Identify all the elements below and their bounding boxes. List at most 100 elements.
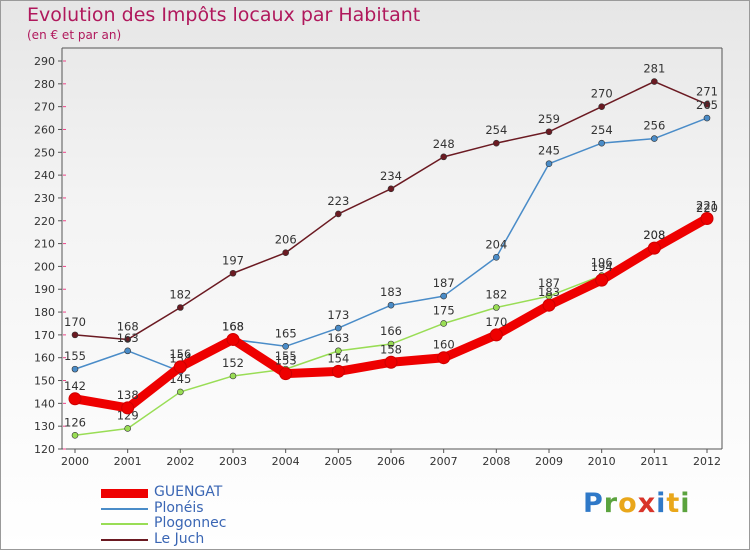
point-guengat-2008	[489, 328, 503, 342]
point-plon-is-2009	[545, 160, 553, 168]
x-tick-label-2012: 2012	[693, 455, 721, 468]
y-tick-label-220: 220	[34, 215, 55, 228]
data-label-plon-is-2000: 155	[64, 349, 86, 363]
data-label-guengat-2002: 156	[169, 347, 191, 361]
y-tick-label-170: 170	[34, 329, 55, 342]
x-tick-label-2001: 2001	[114, 455, 142, 468]
point-le-juch-2004	[282, 249, 289, 257]
data-label-plogonnec-2008: 182	[485, 287, 507, 301]
data-label-le-juch-2006: 234	[380, 169, 402, 183]
point-le-juch-2010	[598, 103, 605, 110]
data-label-le-juch-2010: 270	[591, 87, 613, 101]
data-label-le-juch-2001: 168	[117, 319, 139, 333]
data-label-plon-is-2009: 245	[538, 144, 560, 158]
point-le-juch-2003	[229, 269, 237, 277]
data-label-guengat-2011: 208	[643, 228, 665, 242]
point-guengat-2001	[121, 401, 135, 415]
legend-swatch-ploneis	[101, 508, 148, 510]
point-guengat-2004	[279, 367, 293, 381]
x-tick-label-2011: 2011	[640, 455, 668, 468]
y-tick-label-280: 280	[34, 78, 55, 91]
point-plogonnec-2005	[335, 347, 342, 355]
point-plogonnec-2001	[124, 425, 131, 432]
data-label-plogonnec-2004: 155	[275, 349, 297, 363]
data-label-plogonnec-2001: 129	[117, 408, 139, 422]
point-plogonnec-2002	[177, 388, 184, 396]
data-label-guengat-2008: 170	[485, 315, 507, 329]
point-guengat-2003	[226, 332, 240, 346]
y-tick-label-210: 210	[34, 238, 55, 251]
y-tick-label-270: 270	[34, 101, 55, 114]
point-plon-is-2012	[703, 114, 711, 122]
x-tick-label-2003: 2003	[219, 455, 247, 468]
proxiti-logo: Proxiti	[583, 488, 691, 519]
data-label-le-juch-2004: 206	[275, 233, 297, 247]
data-label-plon-is-2012: 265	[696, 98, 718, 112]
y-tick-label-160: 160	[34, 352, 55, 365]
data-label-guengat-2009: 183	[538, 285, 560, 299]
point-guengat-2007	[437, 351, 451, 365]
data-label-guengat-2010: 194	[591, 260, 613, 274]
point-plon-is-2010	[598, 139, 605, 147]
point-le-juch-2001	[124, 336, 131, 343]
x-tick-label-2008: 2008	[482, 455, 510, 468]
point-guengat-2000	[68, 392, 82, 406]
point-le-juch-2002	[177, 304, 184, 311]
legend-swatch-plogonnec	[101, 523, 148, 525]
data-label-plogonnec-2005: 163	[327, 331, 349, 345]
data-label-guengat-2004: 153	[275, 354, 297, 368]
data-label-plon-is-2005: 173	[327, 308, 349, 322]
data-label-plogonnec-2009: 187	[538, 276, 560, 290]
point-guengat-2011	[647, 241, 661, 255]
data-label-le-juch-2005: 223	[327, 194, 349, 208]
point-plon-is-2004	[282, 342, 289, 350]
data-label-guengat-2001: 138	[117, 388, 139, 402]
data-label-plon-is-2010: 254	[591, 123, 613, 137]
data-label-plogonnec-2003: 152	[222, 356, 244, 370]
legend-label-plogonnec: Plogonnec	[154, 515, 227, 531]
data-label-plon-is-2003: 168	[222, 319, 244, 333]
point-plon-is-2000	[71, 365, 79, 373]
x-tick-label-2006: 2006	[377, 455, 405, 468]
chart-subtitle: (en € et par an)	[27, 28, 122, 42]
data-label-guengat-2005: 154	[327, 351, 349, 365]
point-le-juch-2009	[545, 128, 553, 136]
data-label-plon-is-2004: 165	[275, 326, 297, 340]
point-le-juch-2012	[703, 101, 711, 108]
legend-label-ploneis: Plonéis	[154, 500, 204, 516]
point-plon-is-2001	[124, 347, 131, 355]
x-tick-label-2000: 2000	[61, 455, 89, 468]
point-le-juch-2008	[493, 139, 500, 147]
point-plogonnec-2000	[71, 432, 79, 439]
data-label-guengat-2003: 168	[222, 319, 244, 333]
point-plon-is-2008	[493, 253, 500, 261]
x-tick-label-2010: 2010	[588, 455, 616, 468]
point-guengat-2010	[595, 273, 609, 287]
point-plogonnec-2003	[229, 372, 237, 380]
data-label-le-juch-2011: 281	[643, 62, 665, 76]
y-tick-label-140: 140	[34, 397, 55, 410]
point-le-juch-2007	[440, 153, 447, 161]
y-tick-label-150: 150	[34, 375, 55, 388]
x-tick-label-2007: 2007	[430, 455, 458, 468]
y-tick-label-250: 250	[34, 146, 55, 159]
point-plogonnec-2006	[387, 340, 395, 348]
data-label-le-juch-2008: 254	[485, 123, 507, 137]
data-label-plon-is-2008: 204	[485, 237, 507, 251]
data-label-le-juch-2000: 170	[64, 315, 86, 329]
y-tick-label-290: 290	[34, 55, 55, 68]
y-tick-label-200: 200	[34, 260, 55, 273]
data-label-le-juch-2007: 248	[433, 137, 455, 151]
point-le-juch-2000	[71, 331, 79, 339]
point-guengat-2002	[173, 360, 187, 374]
chart-title: Evolution des Impôts locaux par Habitant	[27, 4, 421, 26]
point-plon-is-2005	[335, 324, 342, 332]
legend-swatch-lejuch	[101, 539, 148, 541]
data-label-plogonnec-2007: 175	[433, 303, 455, 317]
point-plogonnec-2008	[493, 304, 500, 311]
data-label-plon-is-2001: 163	[117, 331, 139, 345]
x-tick-label-2004: 2004	[272, 455, 300, 468]
y-tick-label-180: 180	[34, 306, 55, 319]
data-label-plon-is-2007: 187	[433, 276, 455, 290]
